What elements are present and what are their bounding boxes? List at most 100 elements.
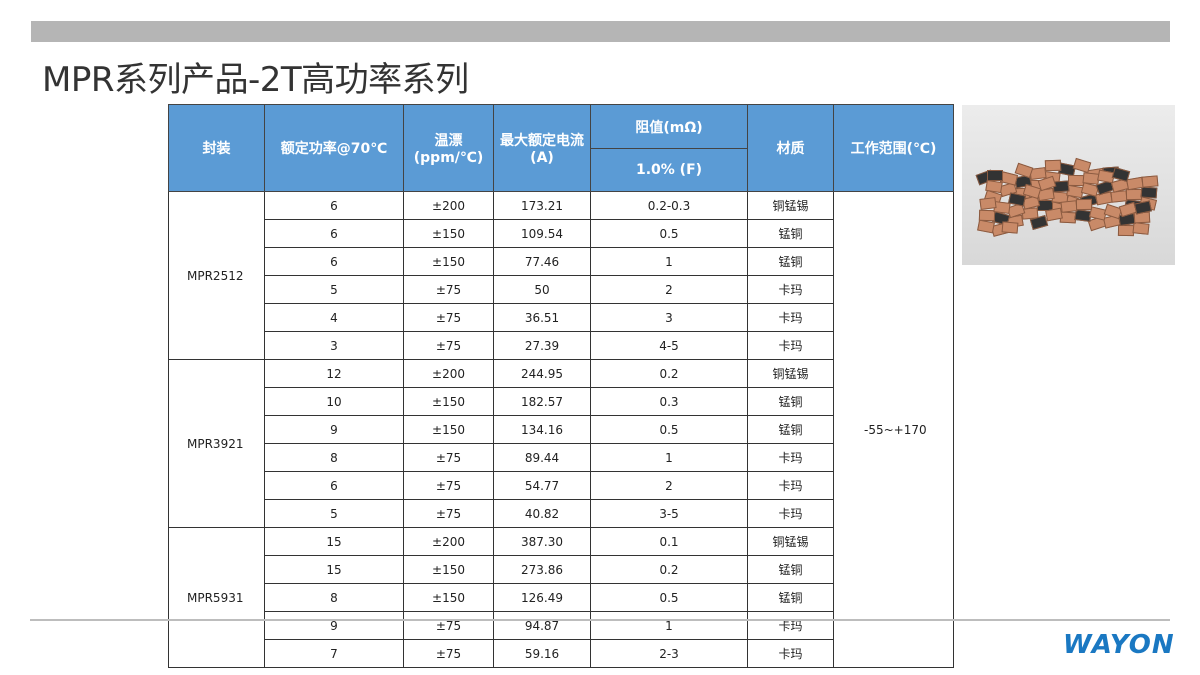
power-cell: 5 [264,499,404,528]
resistance-cell: 1 [590,247,748,276]
wayon-logo: WAYON [1063,630,1175,660]
tcr-cell: ±150 [403,247,494,276]
material-cell: 锰铜 [747,387,834,416]
header-material: 材质 [747,104,834,192]
table-row: 6 ±150 77.46 1 锰铜 [169,247,954,276]
current-cell: 126.49 [493,583,591,612]
resistance-cell: 0.2 [590,359,748,388]
power-cell: 15 [264,527,404,556]
resistor-chip [1141,175,1159,188]
current-cell: 109.54 [493,219,591,248]
package-cell: MPR2512 [168,191,265,360]
resistor-chip [1072,158,1092,174]
current-cell: 54.77 [493,471,591,500]
power-cell: 12 [264,359,404,388]
tcr-cell: ±75 [403,443,494,472]
resistance-cell: 0.5 [590,415,748,444]
current-cell: 182.57 [493,387,591,416]
power-cell: 4 [264,303,404,332]
tcr-cell: ±75 [403,471,494,500]
resistor-chip [1044,160,1062,172]
resistor-chip [1001,221,1019,234]
power-cell: 10 [264,387,404,416]
current-cell: 89.44 [493,443,591,472]
header-tcr: 温漂 (ppm/℃) [403,104,494,192]
material-cell: 锰铜 [747,219,834,248]
power-cell: 8 [264,583,404,612]
tcr-cell: ±75 [403,331,494,360]
resistance-cell: 0.1 [590,527,748,556]
current-cell: 173.21 [493,191,591,220]
power-cell: 5 [264,275,404,304]
current-cell: 94.87 [493,611,591,640]
table-row: 15 ±150 273.86 0.2 锰铜 [169,555,954,584]
table-row: 10 ±150 182.57 0.3 锰铜 [169,387,954,416]
table-row: 5 ±75 40.82 3-5 卡玛 [169,499,954,528]
current-cell: 387.30 [493,527,591,556]
table-row: 3 ±75 27.39 4-5 卡玛 [169,331,954,360]
product-table: 封装 额定功率@70℃ 温漂 (ppm/℃) 最大额定电流(A) 阻值(mΩ) … [168,104,954,668]
tcr-cell: ±150 [403,555,494,584]
power-cell: 3 [264,331,404,360]
current-cell: 50 [493,275,591,304]
tcr-cell: ±75 [403,275,494,304]
current-cell: 134.16 [493,415,591,444]
header-resistance: 阻值(mΩ) [590,104,748,149]
material-cell: 铜锰锡 [747,527,834,556]
resistor-chip [1125,188,1143,200]
material-cell: 锰铜 [747,555,834,584]
resistance-cell: 2-3 [590,639,748,668]
operating-range-cell: -55~+170 [833,191,954,668]
material-cell: 锰铜 [747,415,834,444]
table-row: MPR3921 12 ±200 244.95 0.2 铜锰锡 [168,359,954,528]
current-cell: 40.82 [493,499,591,528]
material-cell: 卡玛 [747,639,834,668]
top-bar [31,21,1170,42]
tcr-cell: ±200 [403,191,494,220]
current-cell: 27.39 [493,331,591,360]
resistance-cell: 2 [590,471,748,500]
resistor-chip [1111,167,1131,183]
material-cell: 卡玛 [747,331,834,360]
power-cell: 8 [264,443,404,472]
header-power: 额定功率@70℃ [264,104,404,192]
material-cell: 卡玛 [747,499,834,528]
package-cell: MPR3921 [168,359,265,528]
resistance-cell: 3-5 [590,499,748,528]
resistance-cell: 0.5 [590,219,748,248]
resistance-cell: 4-5 [590,331,748,360]
resistance-cell: 1 [590,611,748,640]
power-cell: 9 [264,611,404,640]
power-cell: 6 [264,247,404,276]
power-cell: 9 [264,415,404,444]
resistor-chip [1075,198,1093,210]
current-cell: 244.95 [493,359,591,388]
table-row: 8 ±150 126.49 0.5 锰铜 [169,583,954,612]
footer-line [30,619,1170,621]
current-cell: 59.16 [493,639,591,668]
material-cell: 卡玛 [747,611,834,640]
current-cell: 77.46 [493,247,591,276]
table-row: 8 ±75 89.44 1 卡玛 [169,443,954,472]
resistor-chip [1132,222,1150,235]
material-cell: 卡玛 [747,471,834,500]
product-photo [962,105,1175,265]
header-package: 封装 [168,104,265,192]
current-cell: 36.51 [493,303,591,332]
material-cell: 铜锰锡 [747,191,834,220]
page-title: MPR系列产品-2T高功率系列 [42,60,469,100]
tcr-cell: ±150 [403,415,494,444]
tcr-cell: ±75 [403,611,494,640]
material-cell: 卡玛 [747,303,834,332]
table-row: MPR2512 6 ±200 173.21 0.2-0.3 铜锰锡 -55~+170 [168,191,954,668]
resistance-cell: 0.2 [590,555,748,584]
tcr-cell: ±75 [403,499,494,528]
table-row: 5 ±75 50 2 卡玛 [169,275,954,304]
package-cell: MPR5931 [168,527,265,668]
table-row: 7 ±75 59.16 2-3 卡玛 [169,639,954,668]
material-cell: 锰铜 [747,583,834,612]
material-cell: 卡玛 [747,275,834,304]
resistance-cell: 0.2-0.3 [590,191,748,220]
material-cell: 卡玛 [747,443,834,472]
header-current: 最大额定电流(A) [493,104,591,192]
